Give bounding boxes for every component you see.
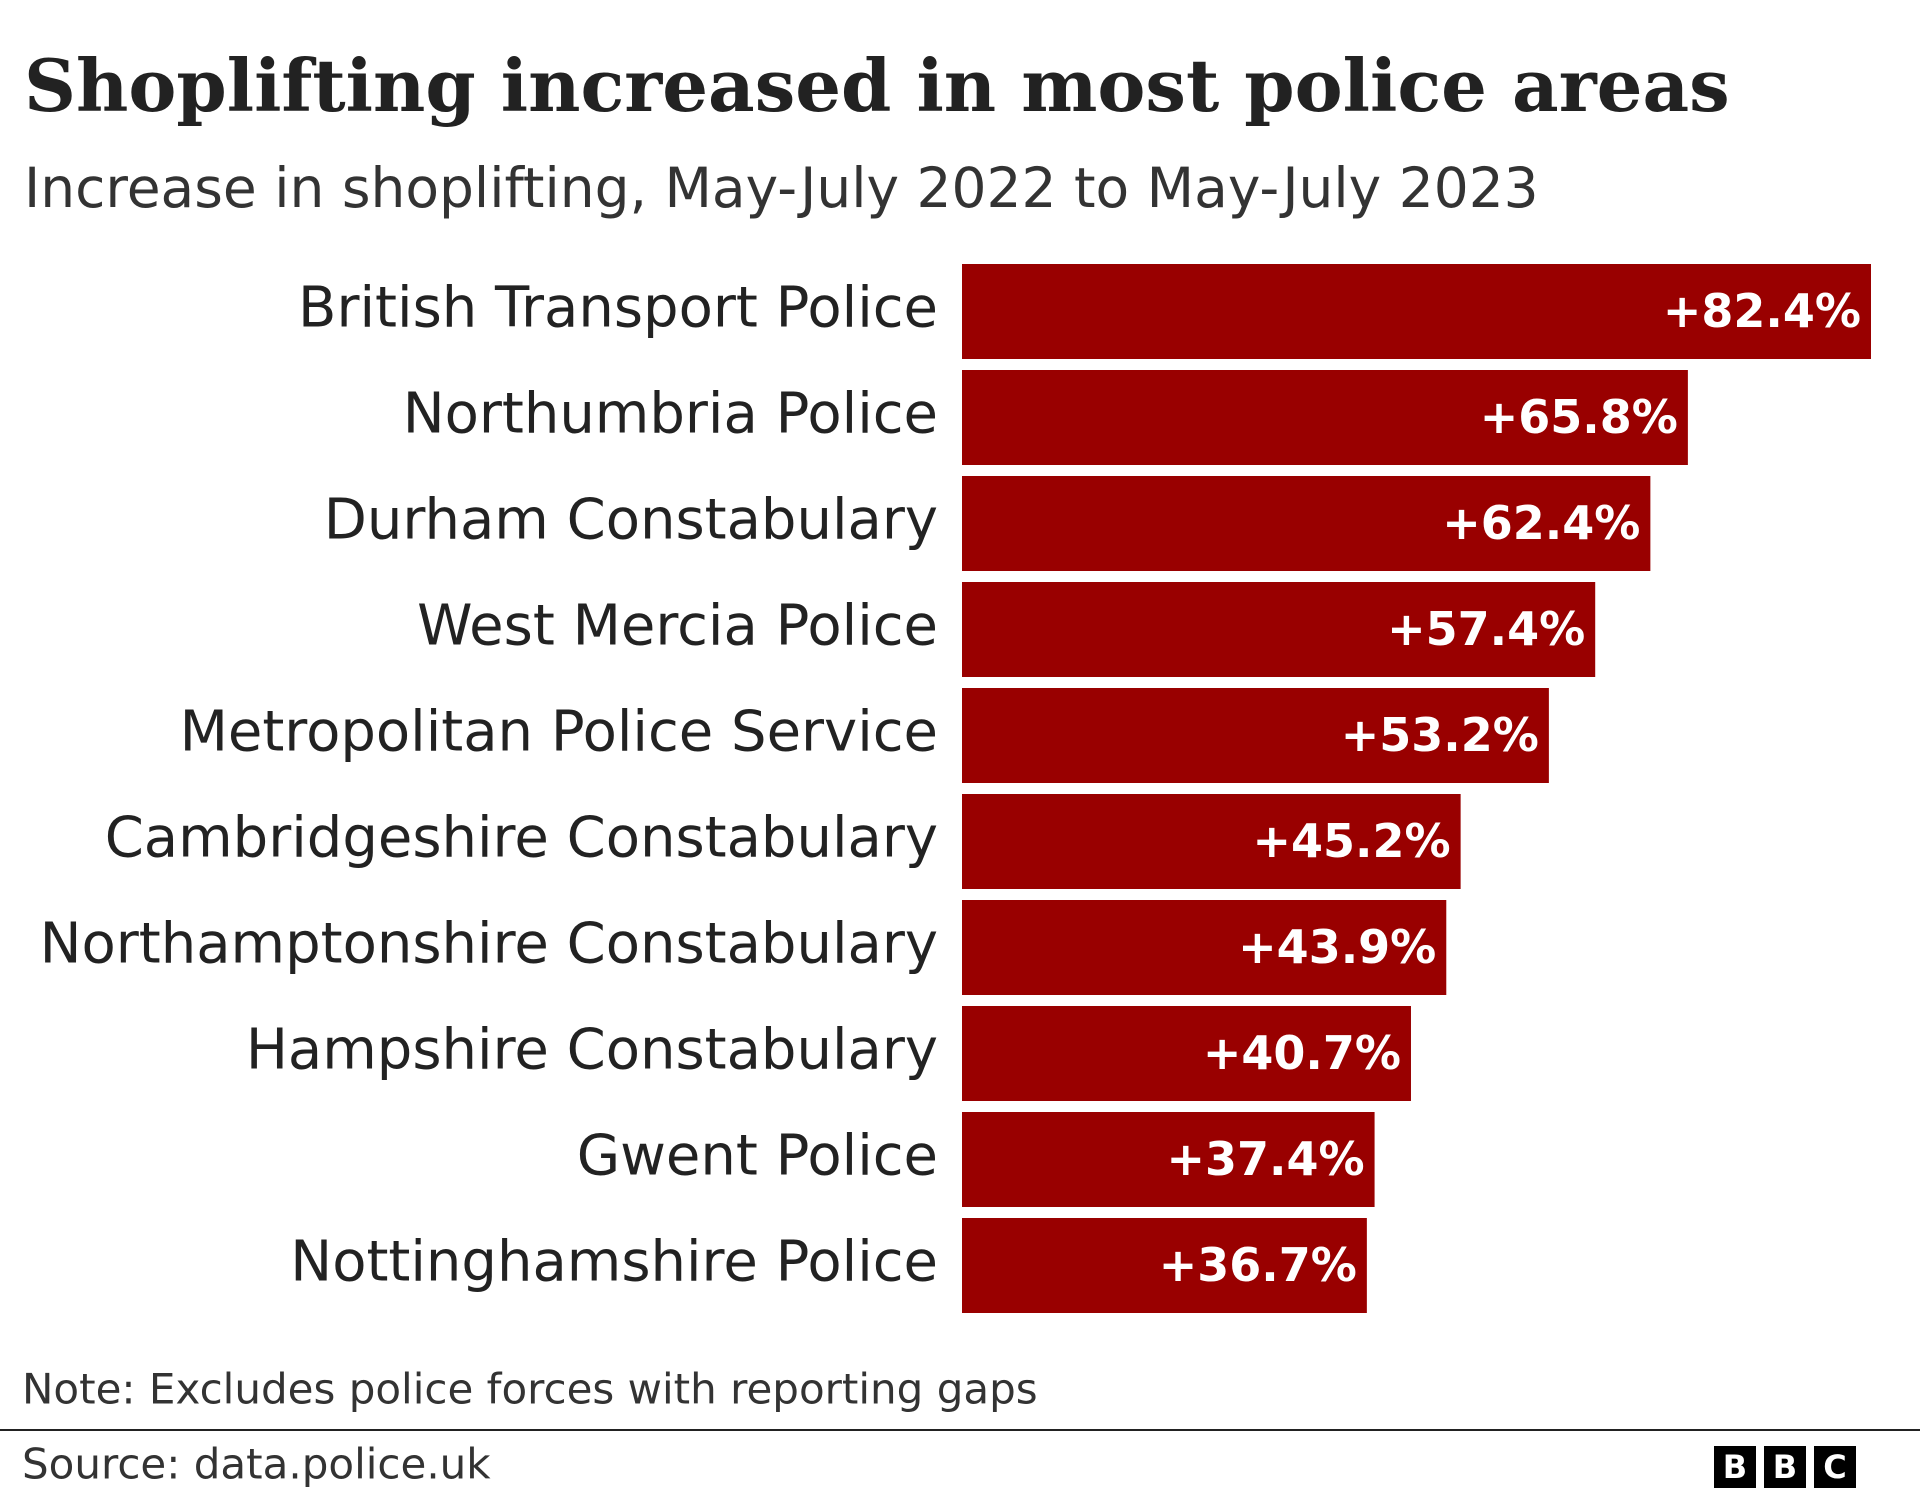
value-label: +40.7%	[1203, 1026, 1401, 1080]
bar	[962, 370, 1688, 465]
bar	[962, 476, 1651, 571]
value-label: +53.2%	[1341, 708, 1539, 762]
y-tick-label: Cambridgeshire Constabulary	[105, 806, 938, 871]
y-tick-label: Gwent Police	[577, 1124, 938, 1189]
value-label: +36.7%	[1159, 1238, 1357, 1292]
logo-box	[1714, 1446, 1756, 1488]
chart-subtitle: Increase in shoplifting, May-July 2022 t…	[24, 156, 1539, 220]
value-label: +43.9%	[1238, 920, 1436, 974]
logo-letter: B	[1723, 1448, 1747, 1486]
value-label: +82.4%	[1663, 284, 1861, 338]
bar	[962, 1006, 1411, 1101]
value-label: +65.8%	[1480, 390, 1678, 444]
bar	[962, 1218, 1367, 1313]
y-tick-label: Nottinghamshire Police	[290, 1230, 938, 1295]
bar	[962, 794, 1461, 889]
bar	[962, 900, 1447, 995]
logo-box	[1814, 1446, 1856, 1488]
chart-title: Shoplifting increased in most police are…	[24, 43, 1730, 128]
bar	[962, 582, 1596, 677]
y-tick-label: Northamptonshire Constabulary	[40, 912, 938, 977]
y-tick-label: Northumbria Police	[403, 382, 938, 447]
logo-letter: C	[1823, 1448, 1846, 1486]
y-tick-label: Hampshire Constabulary	[246, 1018, 938, 1083]
bar	[962, 1112, 1375, 1207]
source: Source: data.police.uk	[22, 1440, 491, 1489]
y-tick-label: West Mercia Police	[417, 594, 938, 659]
value-label: +62.4%	[1442, 496, 1640, 550]
logo-box	[1764, 1446, 1806, 1488]
y-tick-label: British Transport Police	[298, 276, 938, 341]
value-label: +45.2%	[1252, 814, 1450, 868]
value-label: +57.4%	[1387, 602, 1585, 656]
y-tick-label: Durham Constabulary	[324, 488, 938, 553]
bar	[962, 264, 1871, 359]
y-tick-label: Metropolitan Police Service	[180, 700, 938, 765]
logo-letter: B	[1773, 1448, 1797, 1486]
note: Note: Excludes police forces with report…	[22, 1365, 1038, 1414]
bar	[962, 688, 1549, 783]
value-label: +37.4%	[1166, 1132, 1364, 1186]
